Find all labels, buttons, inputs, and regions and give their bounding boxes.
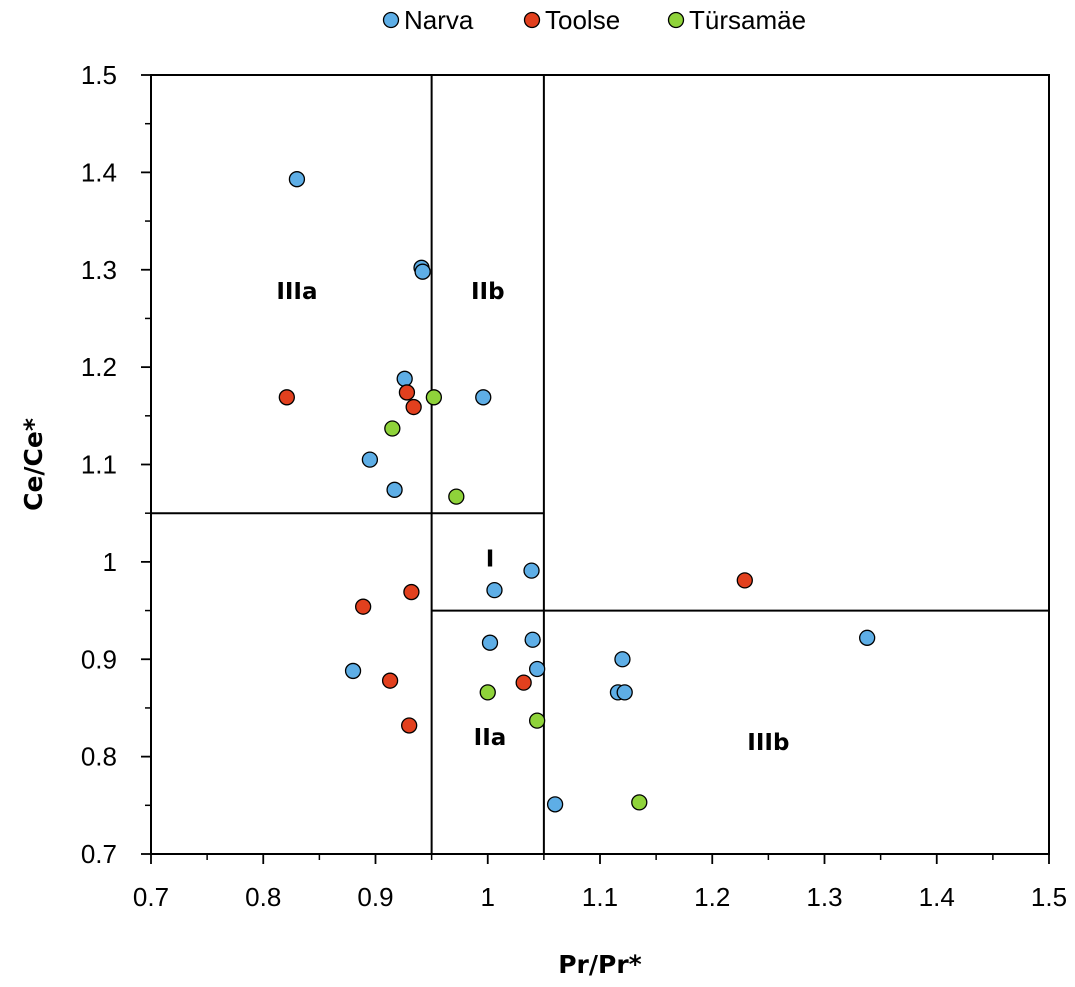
data-point-narva [344,662,362,680]
x-tick-label: 1.4 [919,882,955,912]
legend-marker-t-rsam-e [667,11,685,29]
data-points [278,171,876,813]
y-tick-label: 1.1 [81,450,117,480]
x-tick-label: 1.5 [1031,882,1067,912]
region-label: IIIb [747,730,789,756]
region-label: IIa [474,725,507,751]
legend: Narva Toolse Türsamäe [382,5,806,35]
y-axis-ticks: 0.7 0.8 0.9 1 1.1 1.2 1.3 1.4 1.5 [81,60,151,869]
data-point-narva [396,370,413,387]
data-point-toolse [405,398,422,416]
data-point-narva [524,631,541,648]
legend-label-toolse: Toolse [545,5,620,35]
data-point-narva [414,263,431,280]
x-tick-label: 1.1 [582,882,618,912]
x-tick-label: 1 [481,882,495,912]
y-tick-label: 1.3 [81,255,117,285]
data-point-toolse [736,572,753,589]
data-point-narva [546,796,564,813]
data-point-narva [361,451,379,468]
data-point-narva [288,171,306,188]
data-point-toolse [398,384,416,401]
data-point-toolse [403,583,420,601]
minor-ticks [145,122,994,860]
data-point-toolse [381,672,399,689]
legend-label-t-rsam-e: Türsamäe [689,5,806,35]
y-tick-label: 0.8 [81,742,117,772]
y-tick-label: 0.7 [81,839,117,869]
data-point-narva [481,634,499,651]
x-axis-title: Pr/Pr* [558,950,642,979]
data-point-t-rsam-e [448,488,465,505]
data-point-narva [475,389,492,406]
y-tick-label: 1.2 [81,352,117,382]
data-point-toolse [515,674,532,691]
data-point-toolse [355,598,372,615]
data-point-narva [614,651,631,668]
y-tick-label: 0.9 [81,644,117,674]
data-point-t-rsam-e [479,684,496,701]
x-tick-label: 1.3 [806,882,842,912]
data-point-t-rsam-e [384,420,401,437]
legend-marker-toolse [523,11,541,29]
data-point-narva [859,629,876,646]
x-tick-label: 0.7 [133,882,169,912]
data-point-narva [523,562,540,579]
data-point-narva [528,660,546,678]
legend-marker-narva [382,11,400,29]
data-point-t-rsam-e [425,389,443,406]
data-point-narva [616,684,633,701]
x-tick-label: 0.8 [245,882,281,912]
y-axis-title: Ce/Ce* [19,418,48,511]
y-tick-label: 1 [103,547,117,577]
data-point-toolse [401,717,418,734]
plot-area-frame [150,74,1050,855]
legend-label-narva: Narva [404,5,474,35]
x-tick-label: 1.2 [694,882,730,912]
region-boundaries [151,75,1049,854]
data-point-narva [486,581,503,599]
data-point-toolse [278,389,295,406]
region-label: IIb [471,279,505,305]
x-axis-ticks: 0.7 0.8 0.9 1 1.1 1.2 1.3 1.4 1.5 [133,854,1067,912]
data-point-t-rsam-e [528,712,546,729]
data-point-narva [386,481,403,498]
region-label: IIIa [276,279,317,305]
y-tick-label: 1.4 [81,157,117,187]
y-tick-label: 1.5 [81,60,117,90]
data-point-t-rsam-e [631,794,648,811]
x-tick-label: 0.9 [357,882,393,912]
region-label: I [486,547,495,573]
